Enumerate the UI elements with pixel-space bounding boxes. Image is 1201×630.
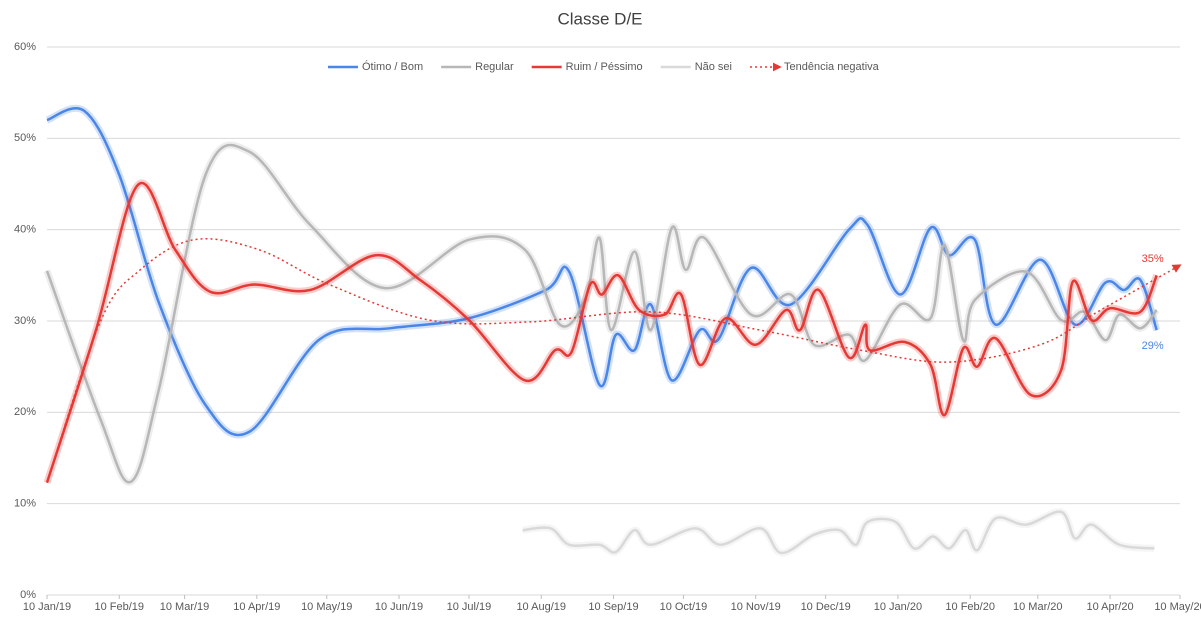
line-halo <box>522 508 1155 557</box>
x-tick-label: 10 May/19 <box>301 601 352 613</box>
x-tick-label: 10 Aug/19 <box>516 601 566 613</box>
x-tick-label: 10 Apr/19 <box>233 601 280 613</box>
x-tick-label: 10 Mar/19 <box>160 601 210 613</box>
legend-label: Ótimo / Bom <box>362 60 423 73</box>
legend-label: Regular <box>475 61 514 73</box>
trend-line <box>46 238 1182 483</box>
x-tick-label: 10 May/20 <box>1154 601 1201 613</box>
x-tick-label: 10 Feb/20 <box>945 601 995 613</box>
x-tick-label: 10 Feb/19 <box>94 601 144 613</box>
x-tick-label: 10 Nov/19 <box>731 601 781 613</box>
line-halo <box>43 179 1160 484</box>
y-tick-label: 60% <box>14 41 36 53</box>
chart-title: Classe D/E <box>557 9 642 28</box>
x-tick-label: 10 Jul/19 <box>447 601 492 613</box>
data-label: 35% <box>1142 253 1164 265</box>
y-tick-label: 50% <box>14 132 36 144</box>
x-tick-label: 10 Apr/20 <box>1087 601 1134 613</box>
x-tick-label: 10 Dec/19 <box>801 601 851 613</box>
y-tick-label: 10% <box>14 498 36 510</box>
legend-label: Não sei <box>695 61 732 73</box>
x-tick-label: 10 Mar/20 <box>1013 601 1063 613</box>
y-tick-label: 40% <box>14 224 36 236</box>
x-tick-label: 10 Oct/19 <box>660 601 708 613</box>
line <box>45 143 1158 484</box>
y-tick-label: 0% <box>20 589 36 601</box>
y-tick-label: 20% <box>14 406 36 418</box>
x-tick-label: 10 Sep/19 <box>588 601 638 613</box>
legend-label: Tendência negativa <box>784 61 880 73</box>
data-label: 29% <box>1142 340 1164 352</box>
legend-label: Ruim / Péssimo <box>566 61 643 73</box>
y-tick-label: 30% <box>14 315 36 327</box>
x-tick-label: 10 Jun/19 <box>375 601 423 613</box>
line <box>46 107 1158 437</box>
x-tick-label: 10 Jan/20 <box>874 601 922 613</box>
line <box>522 510 1155 555</box>
x-tick-label: 10 Jan/19 <box>23 601 71 613</box>
line <box>45 181 1158 484</box>
